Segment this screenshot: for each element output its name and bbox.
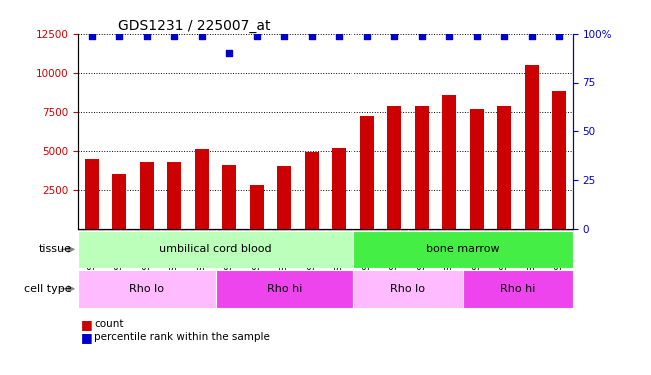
Text: cell type: cell type bbox=[24, 284, 72, 294]
Bar bbox=[167, 162, 181, 229]
Text: percentile rank within the sample: percentile rank within the sample bbox=[94, 333, 270, 342]
Point bbox=[471, 33, 482, 39]
Text: ■: ■ bbox=[81, 331, 93, 344]
Bar bbox=[415, 105, 428, 229]
Bar bbox=[161, 229, 188, 231]
Bar bbox=[546, 229, 573, 231]
Text: Rho lo: Rho lo bbox=[391, 284, 426, 294]
Bar bbox=[442, 94, 456, 229]
Bar bbox=[305, 152, 318, 229]
Bar bbox=[298, 229, 326, 231]
Bar bbox=[380, 229, 408, 231]
Bar bbox=[525, 65, 538, 229]
Bar bbox=[353, 229, 380, 231]
Bar bbox=[140, 162, 154, 229]
Bar bbox=[195, 149, 209, 229]
Bar bbox=[552, 92, 566, 229]
Text: bone marrow: bone marrow bbox=[426, 244, 500, 254]
Bar bbox=[133, 229, 161, 231]
Bar bbox=[277, 166, 291, 229]
Bar bbox=[408, 229, 436, 231]
Bar bbox=[463, 270, 573, 308]
Text: tissue: tissue bbox=[38, 244, 72, 254]
Bar bbox=[250, 185, 264, 229]
Text: GDS1231 / 225007_at: GDS1231 / 225007_at bbox=[118, 19, 270, 33]
Bar bbox=[78, 270, 215, 308]
Point bbox=[87, 33, 97, 39]
Point bbox=[307, 33, 317, 39]
Bar bbox=[223, 165, 236, 229]
Text: Rho lo: Rho lo bbox=[130, 284, 164, 294]
Bar bbox=[113, 174, 126, 229]
Bar bbox=[215, 229, 243, 231]
Bar bbox=[353, 231, 573, 268]
Point bbox=[527, 33, 537, 39]
Bar bbox=[436, 229, 463, 231]
Bar bbox=[78, 229, 105, 231]
Point bbox=[142, 33, 152, 39]
Point bbox=[251, 33, 262, 39]
Bar bbox=[518, 229, 546, 231]
Bar bbox=[470, 109, 484, 229]
Bar bbox=[353, 270, 463, 308]
Bar bbox=[188, 229, 215, 231]
Text: count: count bbox=[94, 320, 124, 329]
Bar bbox=[360, 116, 374, 229]
Bar bbox=[215, 270, 353, 308]
Bar bbox=[490, 229, 518, 231]
Point bbox=[417, 33, 427, 39]
Text: umbilical cord blood: umbilical cord blood bbox=[159, 244, 272, 254]
Point bbox=[279, 33, 290, 39]
Point bbox=[499, 33, 509, 39]
Bar bbox=[271, 229, 298, 231]
Text: Rho hi: Rho hi bbox=[500, 284, 536, 294]
Point bbox=[554, 33, 564, 39]
Point bbox=[224, 50, 234, 56]
Text: ■: ■ bbox=[81, 318, 93, 331]
Point bbox=[389, 33, 400, 39]
Bar bbox=[387, 106, 401, 229]
Bar bbox=[326, 229, 353, 231]
Bar bbox=[243, 229, 271, 231]
Point bbox=[114, 33, 124, 39]
Point bbox=[334, 33, 344, 39]
Point bbox=[197, 33, 207, 39]
Text: Rho hi: Rho hi bbox=[266, 284, 302, 294]
Point bbox=[169, 33, 180, 39]
Bar bbox=[497, 106, 511, 229]
Bar bbox=[333, 148, 346, 229]
Point bbox=[444, 33, 454, 39]
Bar bbox=[105, 229, 133, 231]
Bar bbox=[85, 159, 99, 229]
Bar bbox=[463, 229, 490, 231]
Point bbox=[361, 33, 372, 39]
Bar bbox=[78, 231, 353, 268]
